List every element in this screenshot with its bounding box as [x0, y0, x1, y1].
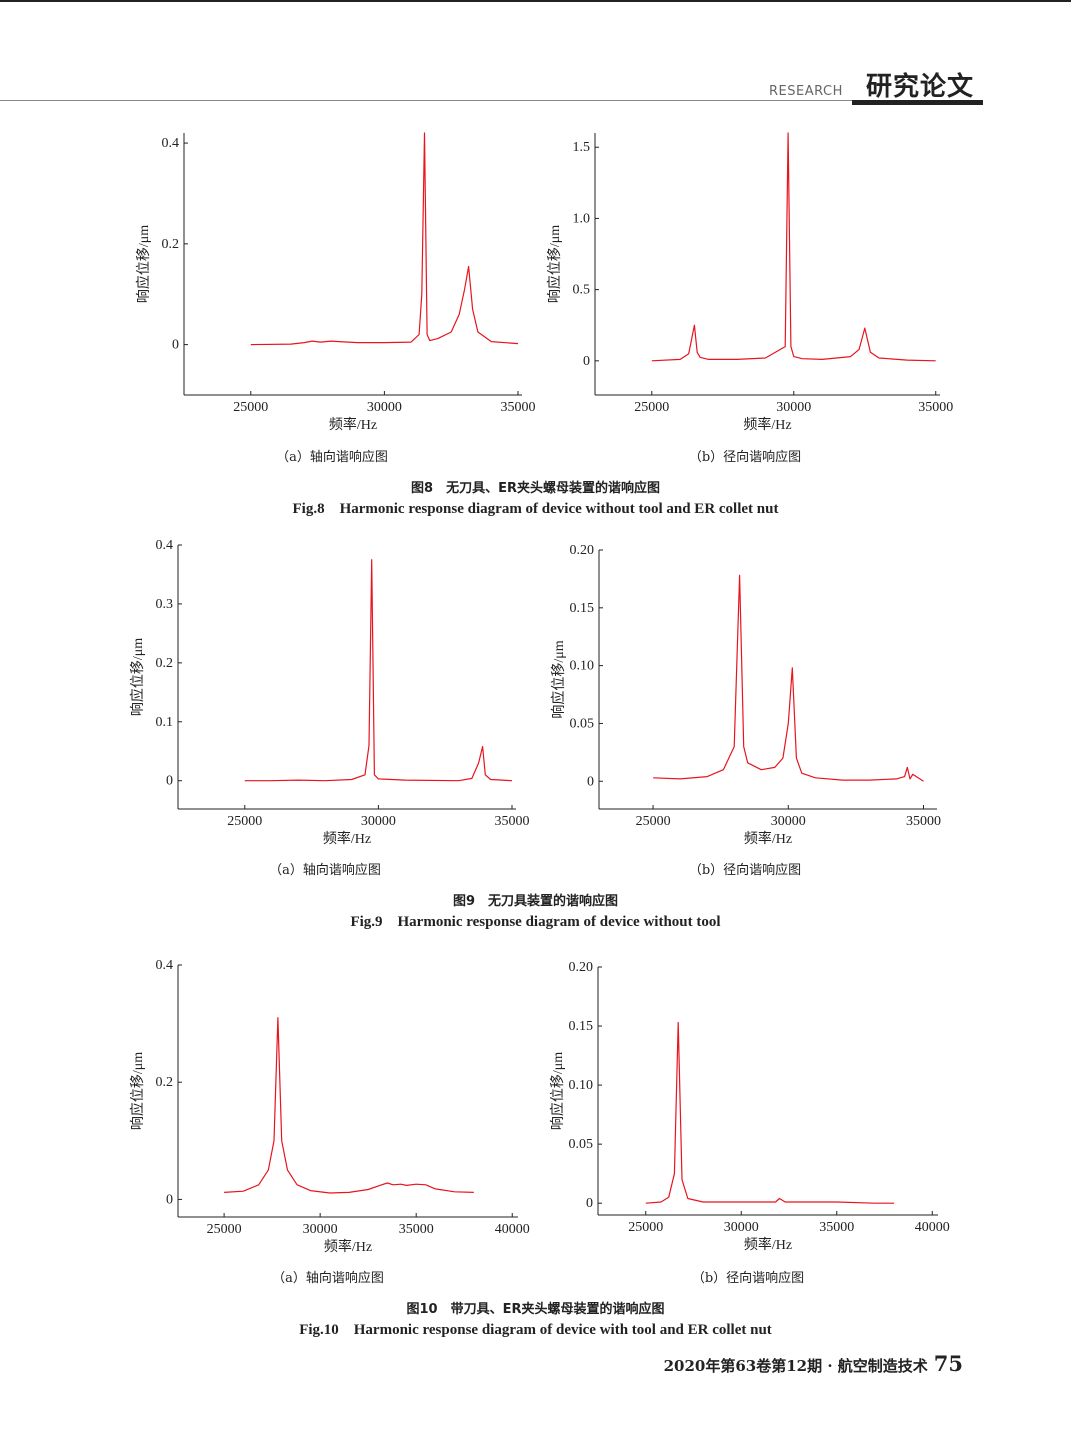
- header-rule: [0, 100, 852, 101]
- header-bar: [852, 100, 983, 105]
- y-tick-label: 0.2: [156, 656, 174, 671]
- y-axis-label: 响应位移/μm: [129, 1052, 146, 1130]
- y-tick-label: 0.5: [573, 283, 591, 298]
- x-tick-label: 25000: [227, 814, 262, 829]
- x-axis-label: 频率/Hz: [744, 830, 792, 847]
- y-tick-label: 0: [583, 354, 590, 369]
- x-tick-label: 25000: [634, 400, 669, 415]
- journal-info: 2020年第63卷第12期 · 航空制造技术: [663, 1357, 928, 1375]
- y-tick-label: 0.3: [156, 597, 174, 612]
- fig10a-chart: 0 0.2 0.4 25000 30000 35000 40000 频率/Hz 响应位移/μm: [129, 958, 530, 1255]
- y-axis-label: 响应位移/μm: [546, 225, 563, 303]
- y-tick-label: 1.0: [573, 211, 591, 226]
- fig8-caption-en: Fig.8 Harmonic response diagram of devic…: [292, 501, 779, 517]
- x-tick-label: 30000: [367, 400, 402, 415]
- x-tick-label: 25000: [233, 400, 268, 415]
- y-tick-label: 0.4: [156, 538, 174, 553]
- x-axis-label: 频率/Hz: [323, 830, 371, 847]
- y-tick-label: 1.5: [573, 140, 591, 155]
- x-tick-label: 35000: [494, 814, 529, 829]
- y-axis-label: 响应位移/μm: [135, 225, 152, 303]
- y-tick-label: 0.2: [162, 237, 180, 252]
- fig9-caption-cn: 图9 无刀具装置的谐响应图: [452, 894, 619, 909]
- page-footer: 2020年第63卷第12期 · 航空制造技术 75: [664, 1351, 963, 1376]
- fig8b-chart: 0 0.5 1.0 1.5 25000 30000 35000 频率/Hz 响应位移/μm: [546, 132, 953, 433]
- fig10-caption-cn: 图10 带刀具、ER夹头螺母装置的谐响应图: [406, 1302, 665, 1317]
- x-tick-label: 35000: [500, 400, 535, 415]
- x-tick-label: 30000: [724, 1220, 759, 1235]
- y-tick-label: 0.2: [156, 1075, 174, 1090]
- x-tick-label: 35000: [399, 1222, 434, 1237]
- page-number: 75: [933, 1351, 963, 1376]
- fig10-caption-en: Fig.10 Harmonic response diagram of devi…: [299, 1322, 772, 1338]
- x-tick-label: 25000: [636, 814, 671, 829]
- y-tick-label: 0.4: [156, 958, 174, 973]
- fig9-subcaption-a: （a）轴向谐响应图: [269, 863, 381, 878]
- fig10b-chart: 0 0.05 0.10 0.15 0.20 25000 30000 35000 40000 频率/…: [549, 960, 950, 1253]
- fig10-subcaption-b: （b）径向谐响应图: [691, 1271, 805, 1286]
- y-tick-label: 0: [172, 338, 179, 353]
- x-tick-label: 40000: [915, 1220, 950, 1235]
- x-tick-label: 35000: [906, 814, 941, 829]
- fig8-caption-cn: 图8 无刀具、ER夹头螺母装置的谐响应图: [411, 481, 660, 496]
- x-tick-label: 30000: [776, 400, 811, 415]
- x-axis-label: 频率/Hz: [324, 1238, 372, 1255]
- y-tick-label: 0.20: [570, 543, 595, 558]
- x-axis-label: 频率/Hz: [743, 416, 791, 433]
- section-title: 研究论文: [866, 72, 975, 102]
- y-tick-label: 0.10: [569, 1078, 594, 1093]
- fig9-subcaption-b: （b）径向谐响应图: [688, 863, 802, 878]
- series-line: [651, 132, 936, 362]
- fig9a-chart: 0 0.1 0.2 0.3 0.4 25000 30000 35000 频率/Hz 响应位移/μm: [129, 538, 529, 847]
- y-tick-label: 0.1: [156, 715, 174, 730]
- fig8-subcaption-a: （a）轴向谐响应图: [276, 450, 388, 465]
- fig9-caption-en: Fig.9 Harmonic response diagram of devic…: [350, 914, 721, 930]
- y-tick-label: 0.15: [569, 1019, 594, 1034]
- x-tick-label: 25000: [207, 1222, 242, 1237]
- x-tick-label: 30000: [771, 814, 806, 829]
- y-axis-label: 响应位移/μm: [129, 638, 146, 716]
- research-label: RESEARCH: [769, 84, 843, 99]
- y-tick-label: 0.05: [569, 1137, 594, 1152]
- series-line: [244, 559, 513, 782]
- series-line: [250, 132, 519, 346]
- x-tick-label: 35000: [819, 1220, 854, 1235]
- x-tick-label: 35000: [918, 400, 953, 415]
- fig9b-chart: 0 0.05 0.10 0.15 0.20 25000 30000 35000 频率/Hz 响应位…: [550, 543, 941, 847]
- y-tick-label: 0.15: [570, 601, 595, 616]
- y-tick-label: 0: [586, 1196, 593, 1211]
- series-line: [645, 1021, 895, 1204]
- y-tick-label: 0: [166, 774, 173, 789]
- fig8-subcaption-b: （b）径向谐响应图: [688, 450, 802, 465]
- y-tick-label: 0.20: [569, 960, 594, 975]
- y-tick-label: 0: [587, 774, 594, 789]
- x-tick-label: 25000: [628, 1220, 663, 1235]
- y-tick-label: 0.05: [570, 716, 595, 731]
- y-tick-label: 0.4: [162, 136, 180, 151]
- y-axis-label: 响应位移/μm: [549, 1052, 566, 1130]
- fig8a-chart: 0 0.2 0.4 25000 30000 35000 频率/Hz 响应位移/μm: [135, 132, 535, 433]
- y-axis-label: 响应位移/μm: [550, 640, 567, 718]
- top-rule: [0, 0, 1071, 2]
- series-line: [653, 574, 924, 782]
- series-line: [224, 1017, 474, 1194]
- x-tick-label: 30000: [361, 814, 396, 829]
- x-axis-label: 频率/Hz: [744, 1236, 792, 1253]
- fig10-subcaption-a: （a）轴向谐响应图: [272, 1271, 384, 1286]
- y-tick-label: 0: [166, 1192, 173, 1207]
- x-tick-label: 40000: [495, 1222, 530, 1237]
- x-tick-label: 30000: [303, 1222, 338, 1237]
- x-axis-label: 频率/Hz: [329, 416, 377, 433]
- y-tick-label: 0.10: [570, 659, 595, 674]
